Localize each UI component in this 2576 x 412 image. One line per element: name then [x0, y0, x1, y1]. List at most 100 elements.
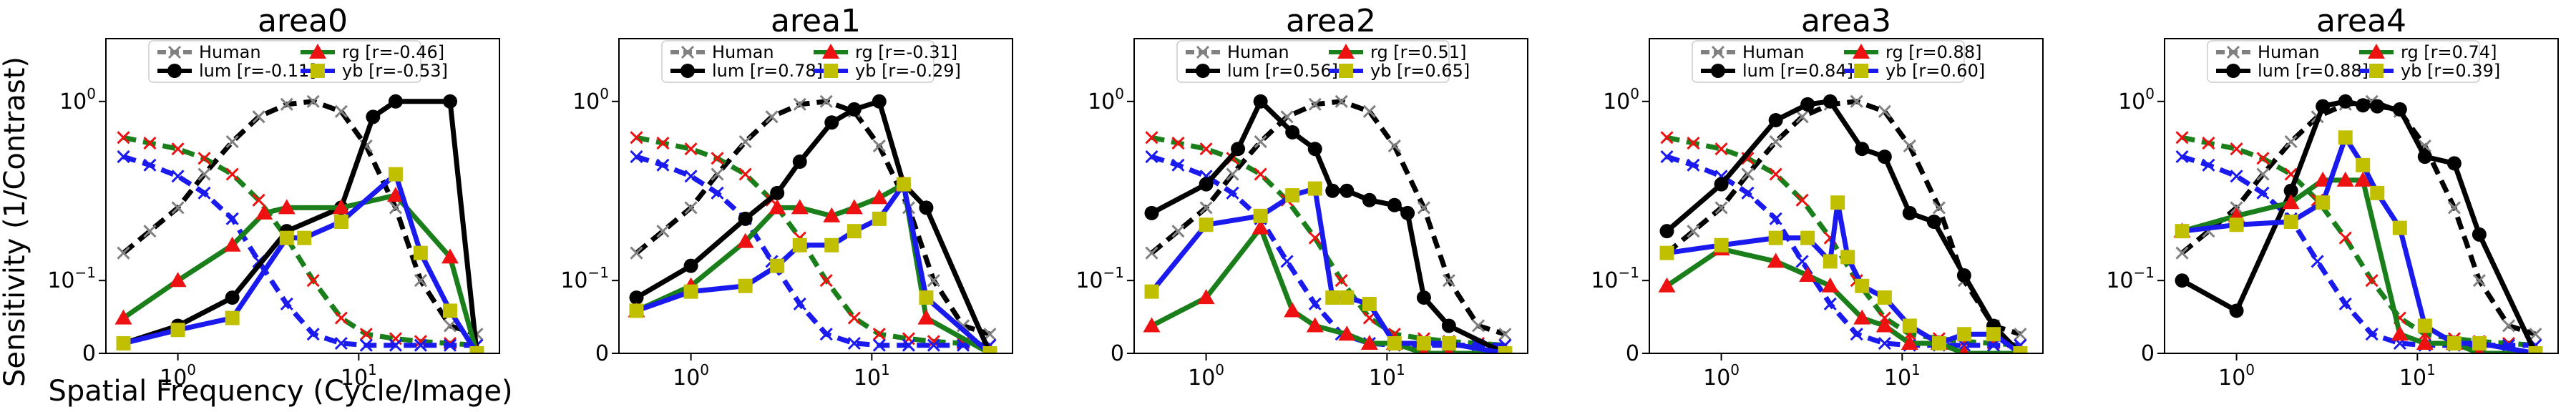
- data-point: [2472, 274, 2486, 288]
- data-point: [443, 319, 457, 333]
- data-point: [1956, 327, 1971, 342]
- data-point: [1416, 290, 1431, 305]
- series-line: [122, 99, 478, 337]
- data-point: [252, 110, 265, 124]
- series-yb: [116, 167, 484, 353]
- data-point: [1360, 335, 1378, 350]
- data-point: [791, 199, 809, 215]
- data-point: [1768, 230, 1783, 245]
- data-point: [1660, 131, 1674, 144]
- data-point: [2175, 246, 2189, 260]
- data-point: [2354, 171, 2372, 187]
- legend-marker: [824, 64, 838, 78]
- data-point: [872, 211, 887, 226]
- data-point: [792, 237, 807, 252]
- data-point: [872, 328, 886, 341]
- data-point: [2229, 303, 2244, 318]
- data-point: [1687, 158, 1700, 172]
- legend-marker: [1337, 44, 1355, 59]
- data-point: [684, 142, 698, 156]
- data-point: [1252, 219, 1269, 235]
- data-point: [769, 199, 786, 215]
- data-point: [171, 201, 185, 215]
- plot-area: [114, 94, 484, 353]
- series-rg: [2173, 171, 2541, 353]
- plot-area: [1658, 94, 2028, 353]
- data-point: [1714, 237, 1729, 252]
- y-tick-label: 0: [1111, 341, 1124, 366]
- data-point: [413, 245, 428, 260]
- data-point: [414, 274, 427, 288]
- series-lum: [1144, 94, 1513, 353]
- data-point: [2446, 156, 2462, 171]
- data-point: [793, 297, 806, 311]
- data-point: [1795, 110, 1809, 124]
- data-point: [225, 290, 240, 305]
- x-tick-label: 101: [1884, 361, 1921, 391]
- data-point: [117, 246, 130, 260]
- y-tick-label: 0: [82, 341, 96, 366]
- legend-marker: [822, 44, 839, 59]
- panel-title: area0: [258, 3, 348, 39]
- data-point: [902, 338, 915, 352]
- legend-entry-rg: rg [r=-0.46]: [301, 42, 444, 62]
- series-line: [635, 99, 991, 337]
- data-point: [1768, 113, 1783, 128]
- data-point: [1199, 217, 1214, 232]
- y-tick-label: 100: [1088, 85, 1124, 114]
- legend-entry-human: Human: [1186, 42, 1289, 62]
- y-tick-label: 100: [572, 85, 609, 114]
- data-point: [2316, 99, 2331, 114]
- data-point: [2283, 183, 2298, 198]
- data-point: [1362, 296, 1377, 311]
- data-point: [983, 328, 997, 341]
- data-point: [2365, 328, 2379, 341]
- data-point: [442, 303, 457, 318]
- data-point: [1926, 214, 1941, 229]
- data-point: [819, 274, 833, 288]
- data-point: [919, 290, 934, 305]
- data-point: [388, 94, 403, 109]
- legend-label: Human: [199, 42, 261, 62]
- data-point: [1284, 302, 1302, 318]
- data-point: [1799, 267, 1817, 283]
- data-point: [683, 258, 698, 273]
- series-line: [1150, 99, 1506, 353]
- data-point: [823, 207, 841, 222]
- legend-label: rg [r=0.51]: [1370, 42, 1466, 62]
- data-point: [1307, 142, 1322, 157]
- data-point: [1308, 231, 1322, 245]
- data-point: [2529, 328, 2542, 341]
- data-point: [2338, 297, 2352, 311]
- data-point: [1986, 327, 2001, 342]
- series-lum: [2175, 94, 2543, 353]
- data-point: [1308, 297, 1322, 311]
- data-point: [170, 323, 185, 338]
- data-point: [2502, 319, 2516, 333]
- data-point: [738, 278, 753, 293]
- data-point: [845, 199, 863, 215]
- data-point: [656, 225, 670, 238]
- data-point: [1254, 167, 1267, 181]
- legend-label: Human: [1742, 42, 1805, 62]
- series-line: [635, 134, 990, 348]
- x-tick-label: 101: [854, 361, 890, 391]
- data-point: [738, 211, 753, 226]
- legend-marker: [680, 64, 695, 78]
- data-point: [442, 94, 457, 109]
- series-human_lum: [1145, 94, 1512, 341]
- data-point: [2229, 217, 2244, 232]
- legend-marker: [1853, 44, 1870, 59]
- data-point: [171, 142, 185, 156]
- data-point: [738, 167, 752, 181]
- x-tick-label: 100: [2218, 361, 2255, 391]
- data-point: [1659, 224, 1674, 239]
- data-point: [847, 102, 862, 117]
- legend-marker: [2369, 64, 2384, 78]
- data-point: [1253, 208, 1268, 223]
- legend-label: lum [r=0.56]: [1227, 61, 1338, 81]
- data-point: [819, 94, 833, 108]
- data-point: [1855, 142, 1870, 157]
